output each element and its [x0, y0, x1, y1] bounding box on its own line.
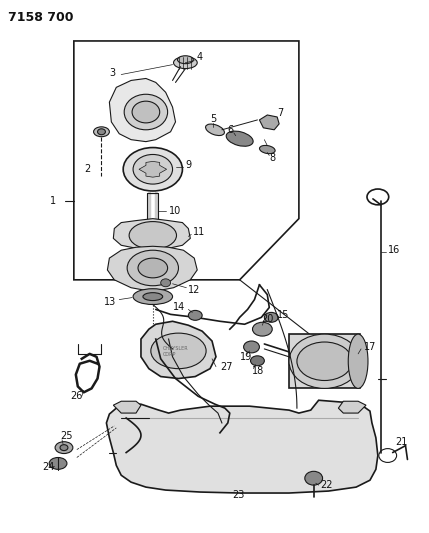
Ellipse shape	[143, 293, 163, 301]
Ellipse shape	[129, 222, 176, 249]
Text: 4: 4	[196, 52, 202, 62]
Ellipse shape	[205, 124, 224, 135]
Text: 6: 6	[228, 125, 234, 135]
Ellipse shape	[124, 94, 168, 130]
Ellipse shape	[178, 56, 193, 63]
Ellipse shape	[264, 312, 278, 322]
Text: 7158 700: 7158 700	[8, 11, 73, 24]
Ellipse shape	[94, 127, 109, 136]
Ellipse shape	[138, 258, 168, 278]
Ellipse shape	[174, 56, 197, 69]
Text: 27: 27	[220, 362, 233, 372]
Text: 16: 16	[388, 245, 400, 255]
Ellipse shape	[60, 445, 68, 450]
Ellipse shape	[132, 101, 160, 123]
Bar	[289, 334, 360, 389]
Text: CHRYSLER: CHRYSLER	[163, 346, 188, 351]
Ellipse shape	[97, 129, 106, 135]
Text: 19: 19	[240, 352, 252, 362]
Ellipse shape	[133, 155, 172, 184]
Text: 17: 17	[364, 342, 376, 352]
Ellipse shape	[151, 333, 206, 369]
Text: 25: 25	[60, 431, 73, 441]
Ellipse shape	[297, 342, 352, 381]
Text: 10: 10	[169, 206, 181, 216]
Text: 24: 24	[42, 462, 54, 472]
Text: 8: 8	[269, 154, 275, 164]
Ellipse shape	[251, 356, 264, 366]
Polygon shape	[107, 246, 197, 292]
Text: 1: 1	[50, 196, 56, 206]
Ellipse shape	[161, 279, 171, 287]
Text: 3: 3	[109, 68, 115, 77]
Ellipse shape	[260, 146, 275, 154]
Ellipse shape	[55, 442, 73, 454]
Ellipse shape	[49, 457, 67, 470]
Polygon shape	[338, 401, 366, 413]
Text: 14: 14	[172, 302, 185, 312]
Text: 26: 26	[70, 391, 82, 401]
Text: CORP: CORP	[163, 352, 176, 357]
Ellipse shape	[305, 471, 323, 485]
Text: 21: 21	[396, 437, 408, 447]
Ellipse shape	[226, 131, 253, 146]
Text: 20: 20	[261, 314, 274, 324]
Text: 11: 11	[193, 228, 205, 237]
Ellipse shape	[289, 334, 360, 389]
Ellipse shape	[253, 322, 272, 336]
Text: 9: 9	[185, 160, 191, 171]
Polygon shape	[113, 219, 190, 250]
Text: 15: 15	[277, 310, 290, 320]
Text: 22: 22	[320, 480, 333, 490]
Polygon shape	[113, 401, 141, 413]
Text: 7: 7	[277, 108, 284, 118]
Text: 5: 5	[210, 114, 216, 124]
Text: 2: 2	[85, 164, 91, 174]
Polygon shape	[106, 400, 378, 493]
Ellipse shape	[133, 289, 172, 304]
Text: 12: 12	[188, 285, 201, 295]
Polygon shape	[141, 321, 216, 378]
Ellipse shape	[188, 310, 202, 320]
Ellipse shape	[127, 250, 178, 286]
Text: 13: 13	[103, 296, 116, 306]
Ellipse shape	[348, 334, 368, 389]
Polygon shape	[139, 161, 166, 177]
Ellipse shape	[123, 148, 182, 191]
Text: 18: 18	[251, 366, 264, 376]
Ellipse shape	[244, 341, 260, 353]
Polygon shape	[260, 115, 279, 130]
Text: 23: 23	[232, 490, 244, 500]
Polygon shape	[109, 78, 175, 142]
